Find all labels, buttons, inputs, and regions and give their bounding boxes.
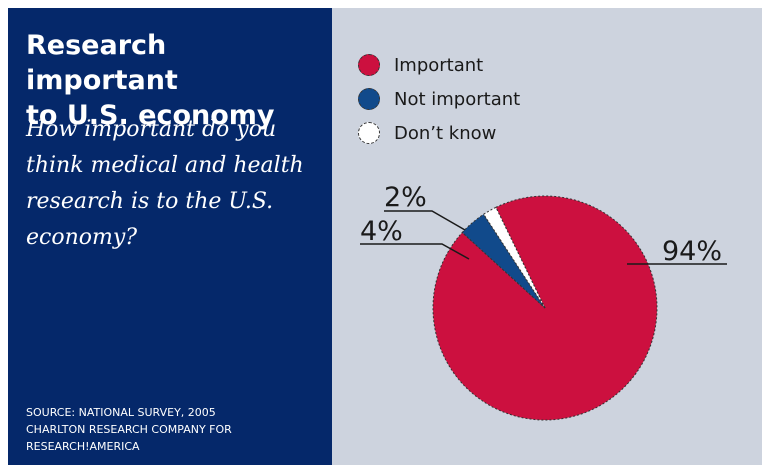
pie-chart: 94% 4%2% [360,182,727,421]
legend-swatch-important [358,54,380,76]
title-line-1: Research important [26,30,178,96]
source-note: SOURCE: NATIONAL SURVEY, 2005 CHARLTON R… [26,404,316,455]
chart-legend: Important Not important Don’t know [358,48,520,150]
data-label-dont-know: 2% [384,182,427,213]
source-line-2: CHARLTON RESEARCH COMPANY FOR [26,423,232,436]
leader-line-not-important [360,243,470,260]
legend-swatch-not-important [358,88,380,110]
question-line-3: research is to the U.S. [26,189,274,214]
survey-question: How important do you think medical and h… [26,112,316,256]
legend-label-not-important: Not important [394,88,521,110]
leader-line-dont-know [384,210,466,231]
chart-title: Research important to U.S. economy [26,28,326,133]
legend-label-dont-know: Don’t know [394,122,497,144]
question-line-4: economy? [26,225,138,250]
legend-item-dont-know: Don’t know [358,116,520,150]
data-label-important: 94% [662,236,722,267]
question-line-2: think medical and health [26,153,304,178]
source-line-1: SOURCE: NATIONAL SURVEY, 2005 [26,406,216,419]
legend-item-important: Important [358,48,520,82]
title-line-2: to U.S. economy [26,100,275,131]
pie-slice-dont-know [482,206,546,309]
source-line-3: RESEARCH!AMERICA [26,440,140,453]
pie-slice-not-important [461,213,546,309]
data-label-not-important: 4% [360,216,403,247]
legend-item-not-important: Not important [358,82,520,116]
legend-swatch-dont-know [358,122,380,144]
question-line-1: How important do you [26,117,277,142]
legend-label-important: Important [394,54,484,76]
left-panel [8,8,332,465]
